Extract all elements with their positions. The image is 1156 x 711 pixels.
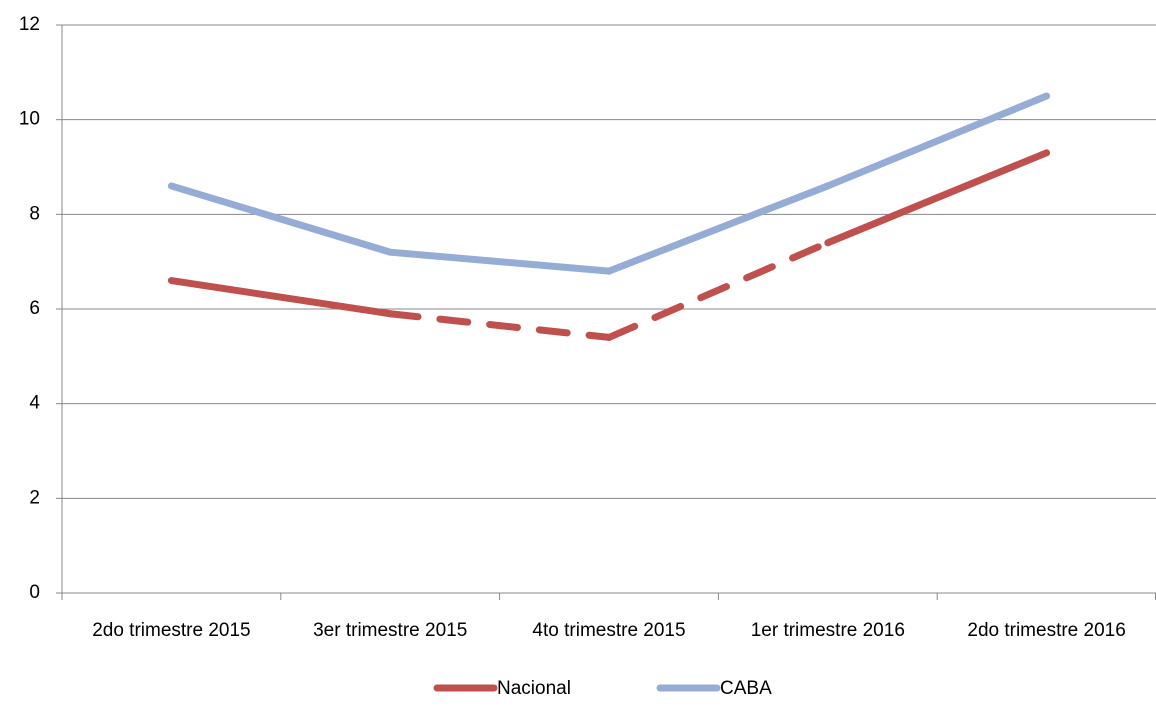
line-segment	[605, 239, 832, 341]
line-segment	[824, 92, 1051, 190]
x-tick-label: 3er trimestre 2015	[313, 620, 467, 641]
y-tick-label: 2	[29, 487, 40, 508]
x-tick-label: 4to trimestre 2015	[532, 620, 685, 641]
x-tick-label: 1er trimestre 2016	[751, 620, 905, 641]
y-tick-label: 8	[29, 203, 40, 224]
y-tick-label: 12	[19, 14, 40, 35]
legend-label: Nacional	[497, 678, 571, 699]
line-segment	[167, 182, 394, 256]
y-tick-label: 10	[19, 109, 40, 130]
line-segment	[167, 277, 394, 318]
x-tick-label: 2do trimestre 2015	[92, 620, 250, 641]
x-tick-label: 2do trimestre 2016	[967, 620, 1125, 641]
line-segment	[605, 182, 832, 275]
line-segment	[386, 310, 613, 341]
line-segment	[824, 149, 1051, 247]
legend-label: CABA	[720, 678, 772, 699]
y-tick-label: 0	[29, 582, 40, 603]
y-tick-label: 6	[29, 298, 40, 319]
line-segment	[386, 248, 613, 275]
y-tick-label: 4	[29, 393, 40, 414]
